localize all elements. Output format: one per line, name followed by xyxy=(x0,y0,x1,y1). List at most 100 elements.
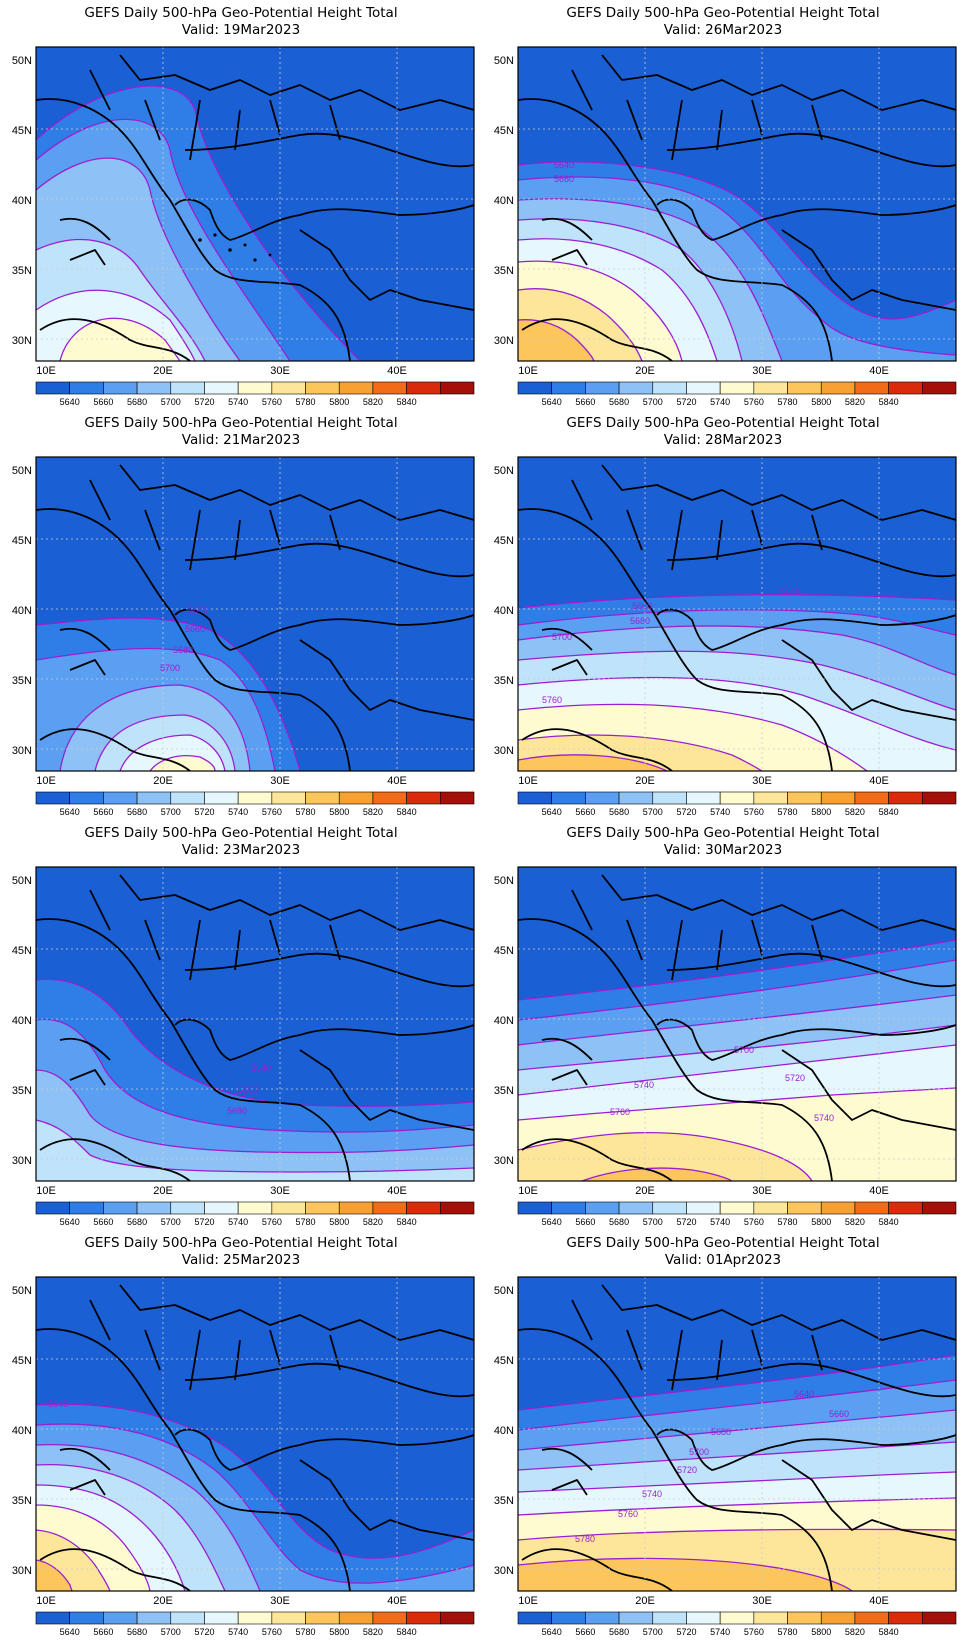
y-tick-label: 50N xyxy=(12,55,32,67)
panel-title: GEFS Daily 500-hPa Geo-Potential Height … xyxy=(566,415,880,431)
contour-label: 5760 xyxy=(618,1509,638,1519)
y-tick-label: 40N xyxy=(494,605,514,617)
legend-swatch xyxy=(305,1201,340,1215)
y-tick-label: 40N xyxy=(12,195,32,207)
legend-label: 5800 xyxy=(329,397,349,407)
x-tick-label: 10E xyxy=(518,1185,538,1197)
legend-swatch xyxy=(787,1201,822,1215)
y-tick-label: 50N xyxy=(12,875,32,887)
y-tick-label: 35N xyxy=(494,265,514,277)
y-tick-label: 30N xyxy=(12,335,32,347)
x-tick-label: 40E xyxy=(869,1595,889,1607)
y-tick-label: 35N xyxy=(12,265,32,277)
legend-label: 5680 xyxy=(127,1217,147,1227)
color-legend: 5640 5660 5680 5700 5720 5740 5760 5780 5800 5820… xyxy=(35,791,475,817)
height-contour-map: 5640 5660 50N 45N 40N 35N 30N 10E 20E 30… xyxy=(494,46,957,377)
contour-label: 5660 xyxy=(554,174,574,184)
legend-swatch xyxy=(517,791,552,805)
legend-swatch xyxy=(753,381,788,395)
legend-swatch xyxy=(271,1201,306,1215)
legend-swatch xyxy=(820,381,856,395)
contour-label: 5720 xyxy=(785,1073,805,1083)
legend-label: 5760 xyxy=(744,397,764,407)
legend-label: 5700 xyxy=(161,807,181,817)
y-tick-label: 40N xyxy=(494,1015,514,1027)
panel-valid-date: Valid: 01Apr2023 xyxy=(664,1252,782,1268)
y-tick-label: 40N xyxy=(494,1425,514,1437)
y-tick-label: 30N xyxy=(494,335,514,347)
legend-swatch xyxy=(888,1611,923,1625)
panel-valid-date: Valid: 26Mar2023 xyxy=(663,22,783,38)
legend-swatch xyxy=(35,1611,70,1625)
legend-label: 5640 xyxy=(60,397,80,407)
legend-swatch xyxy=(686,1611,721,1625)
x-tick-label: 10E xyxy=(518,1595,538,1607)
y-tick-label: 40N xyxy=(12,605,32,617)
legend-swatch xyxy=(719,1611,755,1625)
map-panel-7: GEFS Daily 500-hPa Geo-Potential Height … xyxy=(0,1230,482,1640)
legend-label: 5680 xyxy=(609,397,629,407)
x-tick-label: 40E xyxy=(869,775,889,787)
legend-label: 5660 xyxy=(575,807,595,817)
color-legend: 5640 5660 5680 5700 5720 5740 5760 5780 5800 5820… xyxy=(517,1201,957,1227)
x-tick-label: 20E xyxy=(153,1595,173,1607)
y-tick-label: 35N xyxy=(12,675,32,687)
x-tick-label: 20E xyxy=(153,775,173,787)
x-tick-label: 30E xyxy=(752,775,772,787)
legend-swatch xyxy=(854,1201,889,1215)
y-tick-label: 40N xyxy=(12,1015,32,1027)
y-tick-label: 30N xyxy=(494,745,514,757)
x-tick-label: 10E xyxy=(36,1595,56,1607)
legend-swatch xyxy=(69,791,104,805)
color-legend: 5640 5660 5680 5700 5720 5740 5760 5780 5800 5820… xyxy=(35,1201,475,1227)
map-panel-4: GEFS Daily 500-hPa Geo-Potential Height … xyxy=(482,410,964,820)
legend-swatch xyxy=(69,1201,104,1215)
contour-label: 5640 xyxy=(251,1063,271,1073)
x-tick-label: 30E xyxy=(270,1595,290,1607)
color-legend: 5640 5660 5680 5700 5720 5740 5760 5780 5800 5820… xyxy=(517,791,957,817)
y-tick-label: 45N xyxy=(494,125,514,137)
color-legend: 5640 5660 5680 5700 5720 5740 5760 5780 5800 5820… xyxy=(517,1611,957,1637)
legend-swatch xyxy=(618,1611,654,1625)
panel-title: GEFS Daily 500-hPa Geo-Potential Height … xyxy=(84,5,398,21)
panel-valid-date: Valid: 30Mar2023 xyxy=(663,842,783,858)
legend-label: 5660 xyxy=(575,1217,595,1227)
legend-swatch xyxy=(103,381,138,395)
legend-label: 5820 xyxy=(845,397,865,407)
contour-label: 5700 xyxy=(552,632,572,642)
legend-label: 5700 xyxy=(643,807,663,817)
color-legend: 5640 5660 5680 5700 5720 5740 5760 5780 5800 5820… xyxy=(517,381,957,407)
x-tick-label: 10E xyxy=(36,775,56,787)
x-tick-label: 20E xyxy=(153,1185,173,1197)
legend-label: 5840 xyxy=(397,1217,417,1227)
legend-label: 5780 xyxy=(778,807,798,817)
x-tick-label: 30E xyxy=(752,1595,772,1607)
contour-label: 5720 xyxy=(677,1465,697,1475)
contour-label: 5740 xyxy=(642,1489,662,1499)
y-tick-label: 35N xyxy=(494,1085,514,1097)
panel-valid-date: Valid: 23Mar2023 xyxy=(181,842,301,858)
legend-swatch xyxy=(652,381,687,395)
legend-label: 5760 xyxy=(262,1627,282,1637)
legend-swatch xyxy=(406,1201,441,1215)
legend-swatch xyxy=(854,1611,889,1625)
legend-swatch xyxy=(652,1201,687,1215)
legend-label: 5840 xyxy=(879,397,899,407)
height-contour-map: 5640 50N 45N 40N 35N 30N 10E 20E 30E 40E xyxy=(12,1276,475,1607)
legend-swatch xyxy=(517,1611,552,1625)
x-tick-label: 40E xyxy=(387,365,407,377)
legend-swatch xyxy=(237,1611,273,1625)
contour-label: 5640 xyxy=(794,1389,814,1399)
y-tick-label: 30N xyxy=(12,745,32,757)
x-tick-label: 40E xyxy=(387,1185,407,1197)
height-contour-map: 5640 5660 5680 5700 50N 45N 40N 35N 30N … xyxy=(12,456,475,787)
legend-swatch xyxy=(820,791,856,805)
legend-label: 5660 xyxy=(93,807,113,817)
legend-swatch xyxy=(204,791,239,805)
x-tick-label: 30E xyxy=(270,1185,290,1197)
x-tick-label: 30E xyxy=(270,365,290,377)
legend-swatch xyxy=(440,791,475,805)
legend-label: 5820 xyxy=(363,1217,383,1227)
legend-label: 5760 xyxy=(744,1217,764,1227)
map-panel-5: GEFS Daily 500-hPa Geo-Potential Height … xyxy=(0,820,482,1230)
